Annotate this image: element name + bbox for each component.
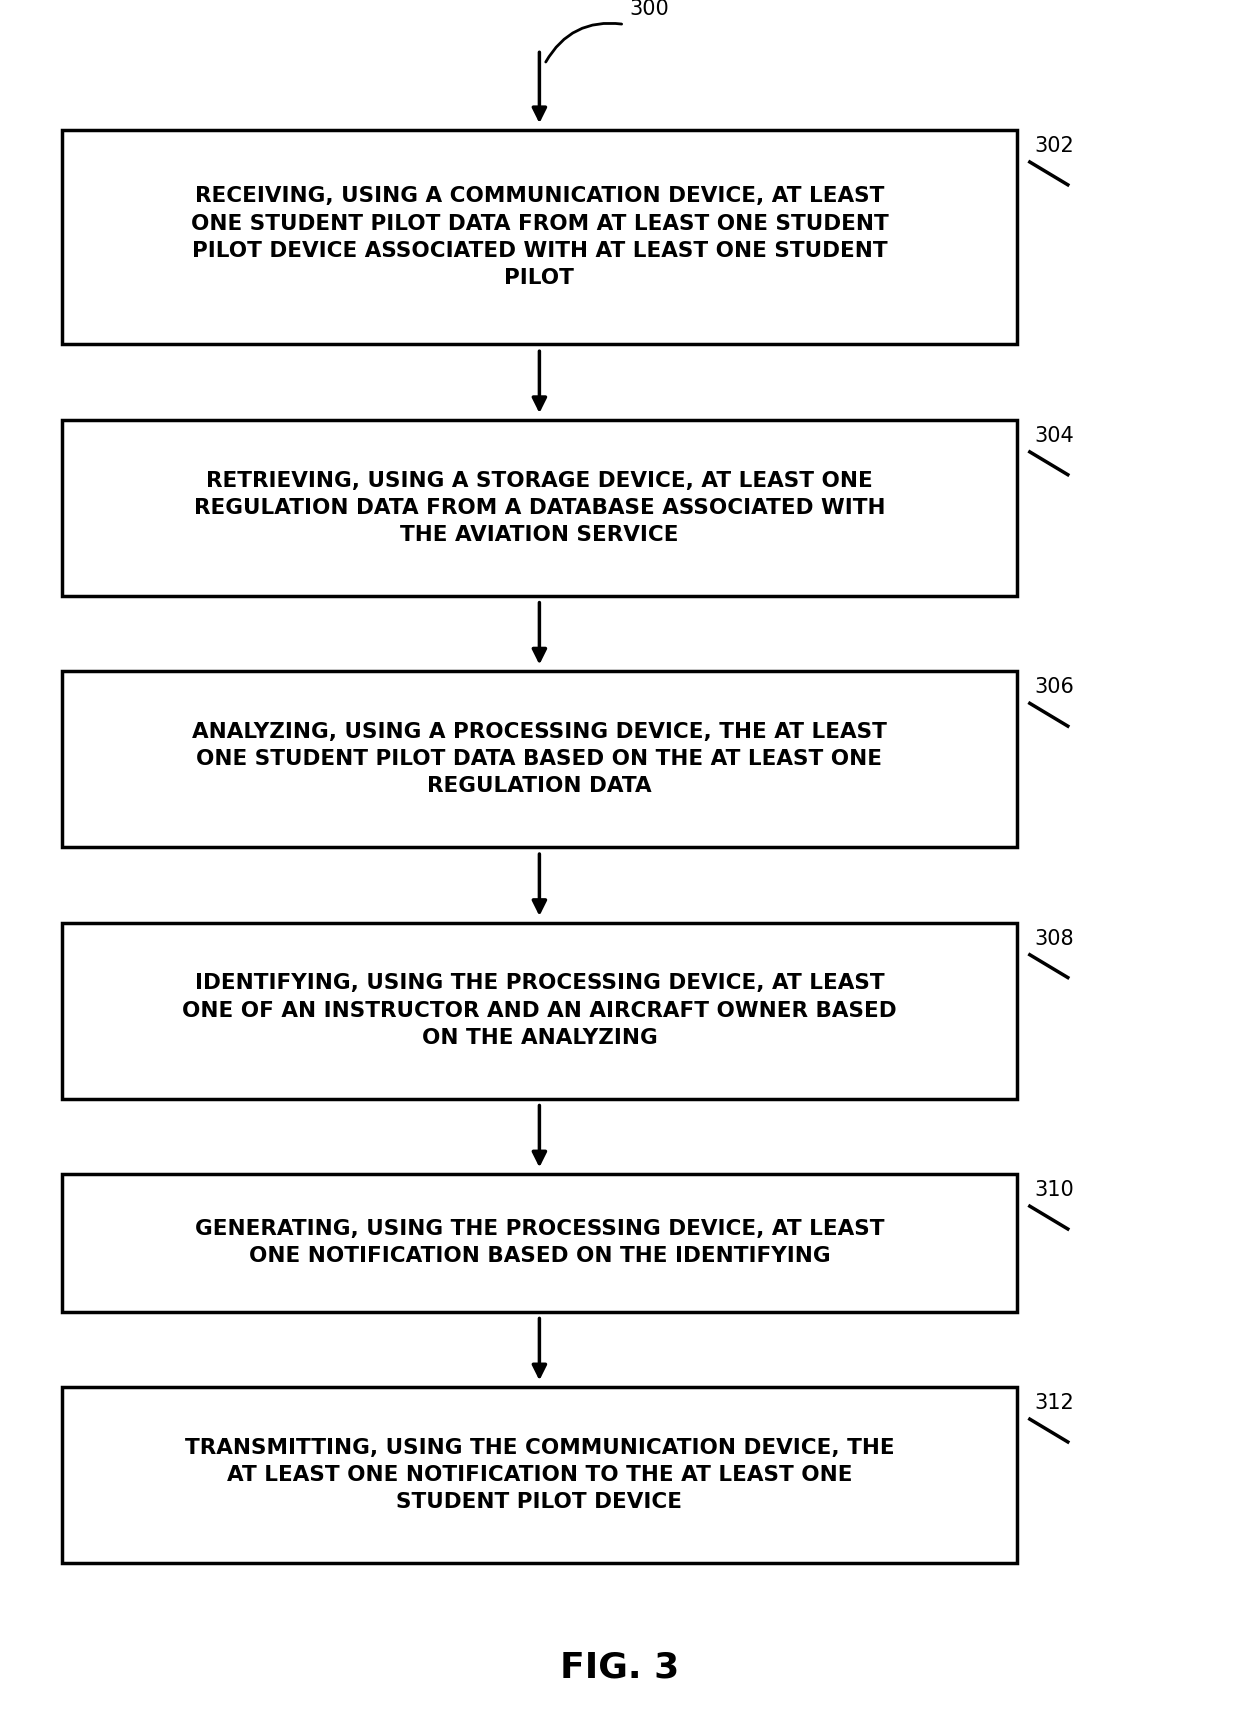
Text: 310: 310 bbox=[1035, 1180, 1075, 1201]
Text: GENERATING, USING THE PROCESSING DEVICE, AT LEAST
ONE NOTIFICATION BASED ON THE : GENERATING, USING THE PROCESSING DEVICE,… bbox=[195, 1220, 884, 1266]
Bar bbox=[62, 1173, 1017, 1311]
Bar bbox=[62, 129, 1017, 345]
Bar bbox=[62, 420, 1017, 596]
Text: TRANSMITTING, USING THE COMMUNICATION DEVICE, THE
AT LEAST ONE NOTIFICATION TO T: TRANSMITTING, USING THE COMMUNICATION DE… bbox=[185, 1439, 894, 1513]
Text: RETRIEVING, USING A STORAGE DEVICE, AT LEAST ONE
REGULATION DATA FROM A DATABASE: RETRIEVING, USING A STORAGE DEVICE, AT L… bbox=[193, 470, 885, 544]
Bar bbox=[62, 672, 1017, 848]
Text: 302: 302 bbox=[1035, 136, 1075, 157]
Text: 304: 304 bbox=[1035, 426, 1075, 446]
Bar bbox=[62, 924, 1017, 1099]
Text: RECEIVING, USING A COMMUNICATION DEVICE, AT LEAST
ONE STUDENT PILOT DATA FROM AT: RECEIVING, USING A COMMUNICATION DEVICE,… bbox=[191, 186, 888, 288]
Text: FIG. 3: FIG. 3 bbox=[560, 1651, 680, 1685]
Text: ANALYZING, USING A PROCESSING DEVICE, THE AT LEAST
ONE STUDENT PILOT DATA BASED : ANALYZING, USING A PROCESSING DEVICE, TH… bbox=[192, 722, 887, 796]
Text: IDENTIFYING, USING THE PROCESSING DEVICE, AT LEAST
ONE OF AN INSTRUCTOR AND AN A: IDENTIFYING, USING THE PROCESSING DEVICE… bbox=[182, 973, 897, 1048]
Bar bbox=[62, 1387, 1017, 1563]
Text: 312: 312 bbox=[1035, 1394, 1075, 1413]
Text: 308: 308 bbox=[1035, 929, 1074, 949]
Text: 300: 300 bbox=[630, 0, 670, 19]
Text: 306: 306 bbox=[1035, 677, 1075, 698]
